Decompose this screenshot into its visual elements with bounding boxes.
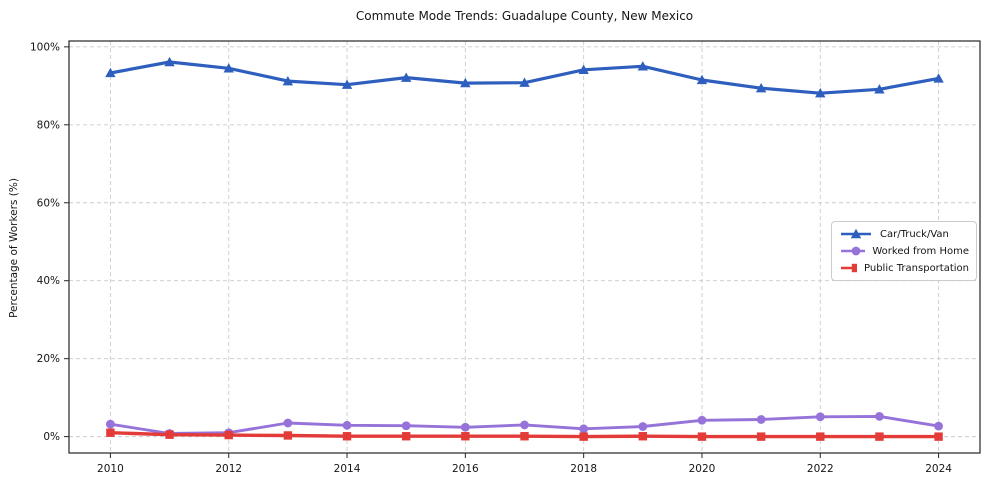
square-marker-icon: [342, 432, 352, 441]
triangle-marker-icon: [933, 73, 944, 83]
triangle-marker-icon: [874, 84, 885, 94]
y-tick-label: 0%: [43, 431, 60, 443]
legend-triangle-marker-icon: [850, 228, 862, 239]
square-marker-icon: [638, 432, 648, 441]
circle-marker-icon: [815, 412, 825, 422]
triangle-marker-icon: [519, 77, 530, 87]
legend-square-marker-icon: [851, 263, 858, 273]
y-tick-label: 80%: [37, 119, 60, 131]
chart-title: Commute Mode Trends: Guadalupe County, N…: [355, 9, 694, 23]
y-tick-label: 60%: [37, 197, 60, 209]
square-marker-icon: [816, 432, 825, 441]
triangle-marker-icon: [637, 61, 649, 71]
triangle-marker-icon: [164, 56, 175, 67]
legend: Car/Truck/Van Worked from Home Public Tran…: [831, 221, 977, 281]
triangle-marker-icon: [400, 72, 412, 82]
triangle-marker-icon: [223, 63, 234, 73]
circle-marker-icon: [460, 422, 470, 432]
triangle-marker-icon: [341, 79, 353, 89]
square-marker-icon: [520, 432, 529, 441]
legend-item-public-transportation: Public Transportation: [839, 261, 969, 275]
circle-marker-icon: [638, 422, 648, 431]
x-tick-label: 2012: [215, 463, 242, 475]
square-marker-icon: [756, 432, 766, 441]
square-marker-icon: [283, 431, 293, 440]
circle-marker-icon: [401, 421, 411, 431]
x-tick-label: 2020: [689, 463, 716, 475]
square-marker-icon: [697, 432, 707, 441]
x-tick-label: 2010: [97, 463, 124, 475]
y-tick-label: 40%: [37, 275, 60, 287]
legend-label: Car/Truck/Van: [880, 228, 949, 240]
legend-item-car-truck-van: Car/Truck/Van: [839, 227, 969, 241]
triangle-marker-icon: [815, 88, 826, 98]
triangle-marker-icon: [282, 75, 294, 86]
x-tick-label: 2022: [807, 463, 834, 475]
circle-marker-icon: [875, 411, 884, 421]
x-tick-label: 2014: [334, 463, 361, 475]
circle-marker-icon: [283, 418, 293, 428]
circle-marker-icon: [697, 415, 707, 425]
y-tick-label: 20%: [37, 353, 60, 365]
legend-square-swatch-icon: [841, 263, 858, 273]
square-marker-icon: [224, 430, 233, 440]
triangle-marker-icon: [696, 74, 708, 85]
square-marker-icon: [165, 430, 174, 439]
plot-border: [68, 40, 981, 454]
circle-marker-icon: [579, 424, 589, 434]
x-tick-label: 2024: [925, 463, 952, 475]
y-tick-label: 100%: [30, 41, 60, 53]
triangle-marker-icon: [755, 82, 767, 93]
legend-circle-marker-icon: [851, 246, 861, 256]
square-marker-icon: [401, 432, 411, 441]
triangle-marker-icon: [578, 64, 589, 75]
circle-marker-icon: [520, 420, 529, 430]
circle-marker-icon: [756, 415, 766, 424]
x-tick-label: 2016: [452, 463, 479, 475]
triangle-marker-icon: [460, 77, 471, 88]
triangle-marker-icon: [105, 67, 116, 78]
legend-triangle-swatch-icon: [841, 228, 871, 239]
square-marker-icon: [875, 432, 884, 441]
legend-label: Worked from Home: [872, 245, 969, 257]
circle-marker-icon: [106, 419, 115, 429]
legend-item-worked-from-home: Worked from Home: [839, 244, 969, 258]
square-marker-icon: [106, 428, 115, 437]
x-tick-label: 2018: [570, 463, 597, 475]
circle-marker-icon: [934, 421, 943, 431]
square-marker-icon: [461, 432, 470, 441]
square-marker-icon: [579, 432, 588, 441]
square-marker-icon: [934, 432, 943, 441]
circle-marker-icon: [342, 420, 352, 430]
legend-circle-swatch-icon: [841, 246, 866, 256]
legend-label: Public Transportation: [864, 262, 969, 274]
